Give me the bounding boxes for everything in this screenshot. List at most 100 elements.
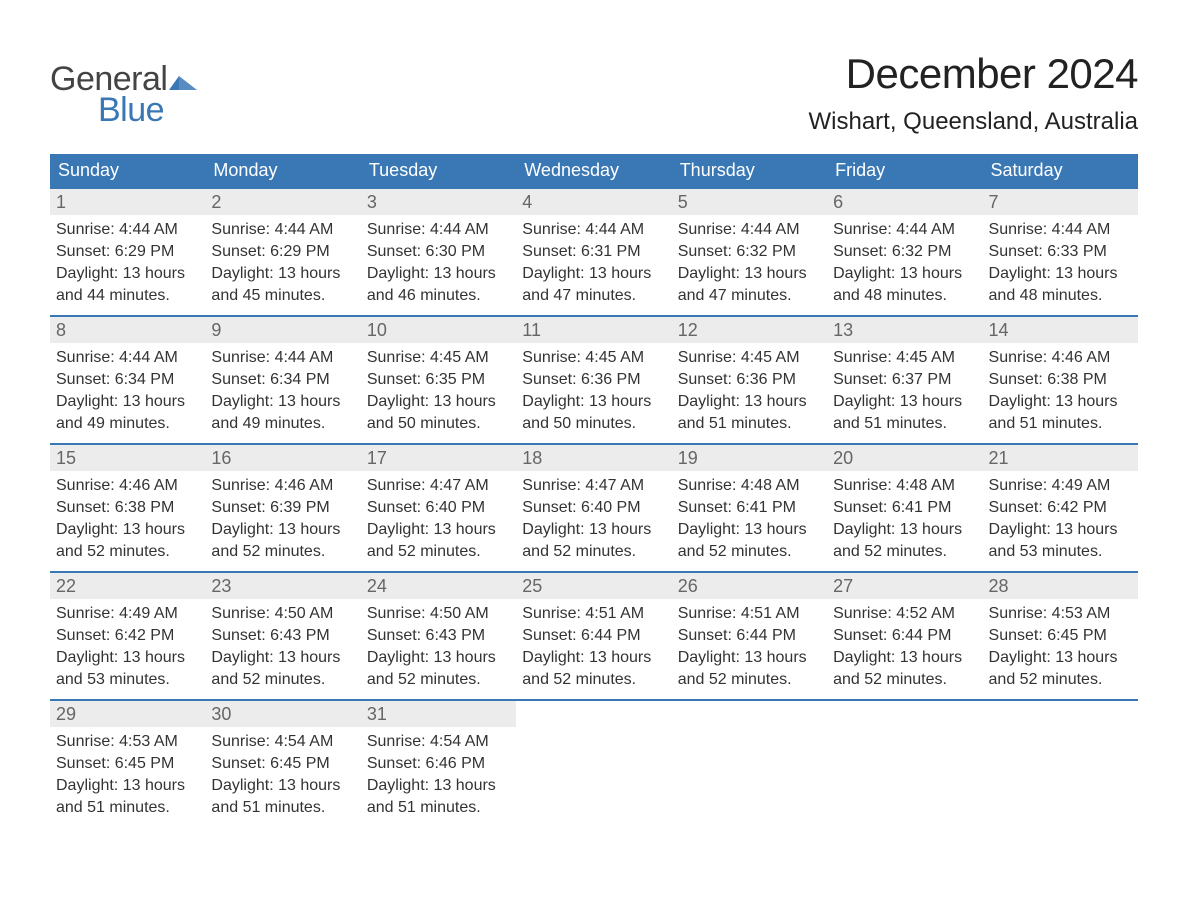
day-content: Sunrise: 4:44 AMSunset: 6:29 PMDaylight:… bbox=[50, 215, 205, 313]
calendar-cell: 20Sunrise: 4:48 AMSunset: 6:41 PMDayligh… bbox=[827, 444, 982, 572]
day-number: 25 bbox=[516, 573, 671, 599]
day-content: Sunrise: 4:54 AMSunset: 6:46 PMDaylight:… bbox=[361, 727, 516, 825]
sunrise-text: Sunrise: 4:49 AM bbox=[56, 603, 199, 625]
daylight-text-2: and 44 minutes. bbox=[56, 285, 199, 307]
sunrise-text: Sunrise: 4:48 AM bbox=[678, 475, 821, 497]
calendar-cell: 26Sunrise: 4:51 AMSunset: 6:44 PMDayligh… bbox=[672, 572, 827, 700]
daylight-text-2: and 47 minutes. bbox=[678, 285, 821, 307]
sunrise-text: Sunrise: 4:52 AM bbox=[833, 603, 976, 625]
sunset-text: Sunset: 6:30 PM bbox=[367, 241, 510, 263]
daylight-text-1: Daylight: 13 hours bbox=[56, 263, 199, 285]
daylight-text-1: Daylight: 13 hours bbox=[211, 519, 354, 541]
daylight-text-1: Daylight: 13 hours bbox=[211, 263, 354, 285]
sunset-text: Sunset: 6:36 PM bbox=[678, 369, 821, 391]
day-content: Sunrise: 4:49 AMSunset: 6:42 PMDaylight:… bbox=[983, 471, 1138, 569]
daylight-text-1: Daylight: 13 hours bbox=[989, 263, 1132, 285]
sunset-text: Sunset: 6:35 PM bbox=[367, 369, 510, 391]
daylight-text-1: Daylight: 13 hours bbox=[678, 647, 821, 669]
logo-word-blue: Blue bbox=[98, 91, 197, 130]
calendar-cell: 17Sunrise: 4:47 AMSunset: 6:40 PMDayligh… bbox=[361, 444, 516, 572]
daylight-text-2: and 52 minutes. bbox=[522, 669, 665, 691]
daylight-text-1: Daylight: 13 hours bbox=[367, 263, 510, 285]
day-content: Sunrise: 4:46 AMSunset: 6:38 PMDaylight:… bbox=[983, 343, 1138, 441]
sunset-text: Sunset: 6:40 PM bbox=[522, 497, 665, 519]
day-content: Sunrise: 4:47 AMSunset: 6:40 PMDaylight:… bbox=[516, 471, 671, 569]
calendar-week-row: 29Sunrise: 4:53 AMSunset: 6:45 PMDayligh… bbox=[50, 700, 1138, 828]
calendar-cell bbox=[983, 700, 1138, 828]
daylight-text-2: and 51 minutes. bbox=[211, 797, 354, 819]
sunrise-text: Sunrise: 4:44 AM bbox=[56, 219, 199, 241]
day-content: Sunrise: 4:47 AMSunset: 6:40 PMDaylight:… bbox=[361, 471, 516, 569]
calendar-cell: 15Sunrise: 4:46 AMSunset: 6:38 PMDayligh… bbox=[50, 444, 205, 572]
day-number: 22 bbox=[50, 573, 205, 599]
day-number: 3 bbox=[361, 189, 516, 215]
day-number: 7 bbox=[983, 189, 1138, 215]
day-content: Sunrise: 4:51 AMSunset: 6:44 PMDaylight:… bbox=[672, 599, 827, 697]
sunset-text: Sunset: 6:33 PM bbox=[989, 241, 1132, 263]
day-header: Wednesday bbox=[516, 154, 671, 188]
daylight-text-2: and 50 minutes. bbox=[522, 413, 665, 435]
day-content: Sunrise: 4:44 AMSunset: 6:34 PMDaylight:… bbox=[205, 343, 360, 441]
calendar-cell: 19Sunrise: 4:48 AMSunset: 6:41 PMDayligh… bbox=[672, 444, 827, 572]
flag-icon bbox=[169, 72, 197, 92]
calendar-cell: 8Sunrise: 4:44 AMSunset: 6:34 PMDaylight… bbox=[50, 316, 205, 444]
page-header: General Blue December 2024 Wishart, Quee… bbox=[50, 50, 1138, 136]
day-content: Sunrise: 4:44 AMSunset: 6:33 PMDaylight:… bbox=[983, 215, 1138, 313]
day-number: 8 bbox=[50, 317, 205, 343]
calendar-cell: 21Sunrise: 4:49 AMSunset: 6:42 PMDayligh… bbox=[983, 444, 1138, 572]
daylight-text-2: and 52 minutes. bbox=[211, 541, 354, 563]
daylight-text-2: and 52 minutes. bbox=[367, 541, 510, 563]
daylight-text-1: Daylight: 13 hours bbox=[56, 519, 199, 541]
daylight-text-2: and 52 minutes. bbox=[367, 669, 510, 691]
calendar-cell: 1Sunrise: 4:44 AMSunset: 6:29 PMDaylight… bbox=[50, 188, 205, 316]
sunset-text: Sunset: 6:32 PM bbox=[678, 241, 821, 263]
day-content: Sunrise: 4:45 AMSunset: 6:36 PMDaylight:… bbox=[516, 343, 671, 441]
daylight-text-1: Daylight: 13 hours bbox=[367, 391, 510, 413]
sunset-text: Sunset: 6:44 PM bbox=[522, 625, 665, 647]
day-number: 12 bbox=[672, 317, 827, 343]
sunset-text: Sunset: 6:29 PM bbox=[211, 241, 354, 263]
daylight-text-1: Daylight: 13 hours bbox=[211, 775, 354, 797]
calendar-cell: 31Sunrise: 4:54 AMSunset: 6:46 PMDayligh… bbox=[361, 700, 516, 828]
day-number: 10 bbox=[361, 317, 516, 343]
day-number: 16 bbox=[205, 445, 360, 471]
calendar-cell: 16Sunrise: 4:46 AMSunset: 6:39 PMDayligh… bbox=[205, 444, 360, 572]
sunrise-text: Sunrise: 4:48 AM bbox=[833, 475, 976, 497]
daylight-text-2: and 52 minutes. bbox=[833, 669, 976, 691]
day-content: Sunrise: 4:50 AMSunset: 6:43 PMDaylight:… bbox=[205, 599, 360, 697]
daylight-text-2: and 51 minutes. bbox=[367, 797, 510, 819]
calendar-cell: 29Sunrise: 4:53 AMSunset: 6:45 PMDayligh… bbox=[50, 700, 205, 828]
calendar-cell: 10Sunrise: 4:45 AMSunset: 6:35 PMDayligh… bbox=[361, 316, 516, 444]
daylight-text-1: Daylight: 13 hours bbox=[678, 263, 821, 285]
calendar-cell: 9Sunrise: 4:44 AMSunset: 6:34 PMDaylight… bbox=[205, 316, 360, 444]
day-content: Sunrise: 4:52 AMSunset: 6:44 PMDaylight:… bbox=[827, 599, 982, 697]
sunset-text: Sunset: 6:44 PM bbox=[678, 625, 821, 647]
daylight-text-2: and 52 minutes. bbox=[211, 669, 354, 691]
sunset-text: Sunset: 6:44 PM bbox=[833, 625, 976, 647]
daylight-text-1: Daylight: 13 hours bbox=[833, 391, 976, 413]
daylight-text-2: and 53 minutes. bbox=[56, 669, 199, 691]
day-number: 5 bbox=[672, 189, 827, 215]
sunrise-text: Sunrise: 4:44 AM bbox=[989, 219, 1132, 241]
sunrise-text: Sunrise: 4:47 AM bbox=[522, 475, 665, 497]
daylight-text-1: Daylight: 13 hours bbox=[989, 647, 1132, 669]
day-content: Sunrise: 4:45 AMSunset: 6:35 PMDaylight:… bbox=[361, 343, 516, 441]
sunset-text: Sunset: 6:34 PM bbox=[211, 369, 354, 391]
day-content: Sunrise: 4:46 AMSunset: 6:38 PMDaylight:… bbox=[50, 471, 205, 569]
sunrise-text: Sunrise: 4:47 AM bbox=[367, 475, 510, 497]
daylight-text-1: Daylight: 13 hours bbox=[522, 519, 665, 541]
day-header: Friday bbox=[827, 154, 982, 188]
daylight-text-1: Daylight: 13 hours bbox=[522, 263, 665, 285]
day-number: 15 bbox=[50, 445, 205, 471]
daylight-text-1: Daylight: 13 hours bbox=[211, 647, 354, 669]
day-content: Sunrise: 4:51 AMSunset: 6:44 PMDaylight:… bbox=[516, 599, 671, 697]
daylight-text-1: Daylight: 13 hours bbox=[678, 391, 821, 413]
sunset-text: Sunset: 6:45 PM bbox=[211, 753, 354, 775]
day-content: Sunrise: 4:44 AMSunset: 6:29 PMDaylight:… bbox=[205, 215, 360, 313]
day-content: Sunrise: 4:44 AMSunset: 6:31 PMDaylight:… bbox=[516, 215, 671, 313]
daylight-text-2: and 52 minutes. bbox=[56, 541, 199, 563]
sunset-text: Sunset: 6:37 PM bbox=[833, 369, 976, 391]
daylight-text-1: Daylight: 13 hours bbox=[989, 391, 1132, 413]
daylight-text-1: Daylight: 13 hours bbox=[367, 519, 510, 541]
sunrise-text: Sunrise: 4:53 AM bbox=[989, 603, 1132, 625]
